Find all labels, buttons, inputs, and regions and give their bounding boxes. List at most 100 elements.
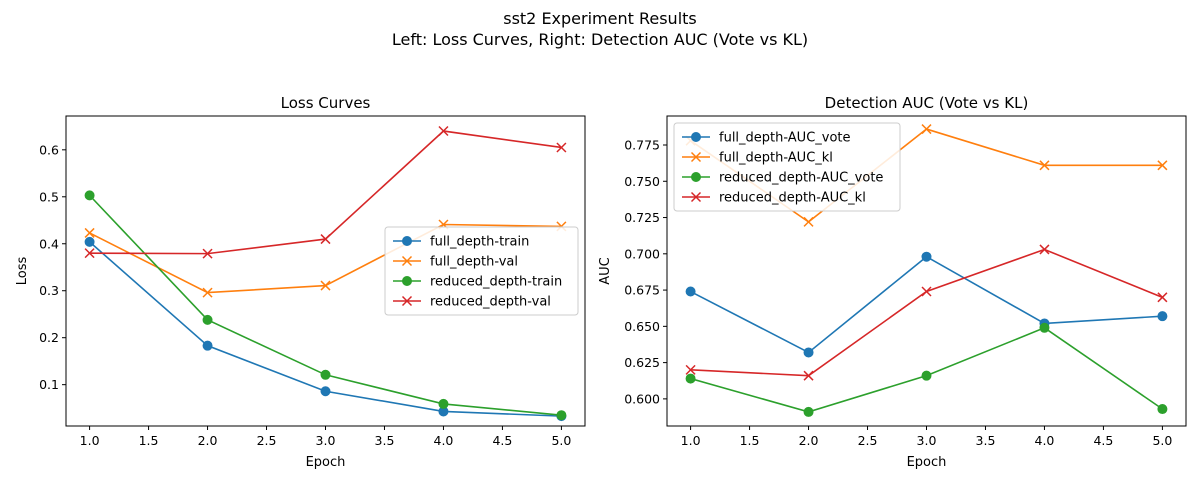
auc-ytick-label: 0.600: [624, 391, 660, 406]
data-point-reduced-depth-train: [84, 190, 95, 201]
loss-ytick-label: 0.2: [39, 330, 59, 345]
detection-auc-chart: Detection AUC (Vote vs KL) 1.0 1.5 2.0 2.5 3.…: [598, 94, 1187, 470]
legend-label-full-depth-val: full_depth-val: [430, 255, 518, 270]
legend-label-reduced-depth-auc-kl: reduced_depth-AUC_kl: [719, 191, 866, 206]
legend-entry-reduced-depth-auc-vote: reduced_depth-AUC_vote: [682, 171, 883, 186]
legend-entry-reduced-depth-auc-kl: reduced_depth-AUC_kl: [682, 191, 866, 206]
series-reduced-depth-val: [84, 125, 567, 259]
loss-xtick-label: 1.5: [139, 433, 159, 448]
data-point-reduced-depth-train: [202, 314, 213, 325]
data-point-reduced-depth-val: [320, 234, 331, 245]
auc-ylabel: AUC: [598, 257, 613, 285]
series-reduced-depth-auc-kl: [685, 244, 1168, 381]
data-point-reduced-depth-auc-vote: [921, 370, 932, 381]
loss-legend-box: [384, 226, 579, 316]
legend-label-full-depth-train: full_depth-train: [430, 235, 529, 250]
data-point-full-depth-val: [202, 287, 213, 298]
auc-xtick-label: 2.0: [799, 433, 819, 448]
series-line-reduced-depth-auc-kl: [690, 248, 1163, 377]
legend-label-reduced-depth-train: reduced_depth-train: [430, 275, 562, 290]
series-reduced-depth-train: [84, 190, 567, 421]
loss-xtick-label: 3.5: [375, 433, 395, 448]
data-point-reduced-depth-train: [320, 369, 331, 380]
data-point-full-depth-val: [84, 227, 95, 238]
auc-xlabel: Epoch: [907, 455, 947, 470]
auc-xtick-label: 4.0: [1035, 433, 1055, 448]
loss-xtick-label: 1.0: [80, 433, 100, 448]
auc-ytick-label: 0.775: [624, 138, 660, 153]
loss-xlabel: Epoch: [306, 455, 346, 470]
loss-xtick-label: 4.0: [434, 433, 454, 448]
suptitle-line-1: sst2 Experiment Results: [503, 9, 697, 28]
data-point-reduced-depth-val: [438, 125, 449, 137]
auc-xtick-label: 1.0: [681, 433, 701, 448]
data-point-reduced-depth-auc-kl: [1039, 244, 1050, 255]
data-point-full-depth-auc-vote: [685, 286, 696, 297]
loss-ytick-label: 0.4: [39, 236, 59, 251]
data-point-full-depth-val: [320, 280, 331, 291]
legend-label-full-depth-auc-vote: full_depth-AUC_vote: [719, 131, 851, 146]
loss-xtick-label: 5.0: [551, 433, 571, 448]
loss-ylabel: Loss: [15, 257, 30, 286]
legend-marker-full-depth-val: [401, 255, 413, 267]
loss-xtick-label: 3.0: [316, 433, 336, 448]
legend-label-reduced-depth-auc-vote: reduced_depth-AUC_vote: [719, 171, 883, 186]
data-point-reduced-depth-auc-vote: [1157, 404, 1168, 415]
auc-xtick-label: 1.5: [740, 433, 760, 448]
data-point-reduced-depth-auc-kl: [1157, 292, 1168, 303]
data-point-full-depth-auc-kl: [803, 216, 814, 227]
auc-legend: full_depth-AUC_vote full_depth-AUC_klredu…: [673, 122, 901, 212]
auc-ytick-label: 0.700: [624, 246, 660, 261]
auc-ytick-label: 0.625: [624, 355, 660, 370]
data-point-reduced-depth-auc-vote: [1039, 322, 1050, 333]
legend-entry-full-depth-val: full_depth-val: [393, 255, 518, 270]
data-point-full-depth-auc-vote: [803, 347, 814, 358]
legend-marker-full-depth-auc-vote: [691, 132, 701, 142]
auc-xtick-label: 2.5: [858, 433, 878, 448]
legend-marker-full-depth-auc-kl: [690, 151, 702, 163]
legend-marker-reduced-depth-val: [401, 295, 413, 307]
loss-chart-title: Loss Curves: [281, 94, 371, 112]
legend-entry-full-depth-auc-kl: full_depth-AUC_kl: [682, 151, 833, 166]
loss-ytick-label: 0.6: [39, 142, 59, 157]
legend-entry-full-depth-train: full_depth-train: [393, 235, 529, 250]
data-point-full-depth-auc-vote: [921, 251, 932, 262]
legend-marker-reduced-depth-auc-kl: [690, 191, 702, 203]
series-full-depth-val: [84, 219, 567, 298]
loss-legend: full_depth-train full_depth-val reduced_de…: [384, 226, 579, 316]
loss-ytick-label: 0.3: [39, 283, 59, 298]
data-point-reduced-depth-val: [84, 248, 95, 259]
data-point-reduced-depth-auc-vote: [685, 373, 696, 384]
legend-label-full-depth-auc-kl: full_depth-AUC_kl: [719, 151, 833, 166]
data-point-reduced-depth-auc-kl: [685, 364, 696, 375]
data-point-reduced-depth-auc-kl: [803, 370, 814, 381]
auc-ytick-label: 0.725: [624, 210, 660, 225]
data-point-reduced-depth-val: [556, 142, 567, 153]
legend-entry-reduced-depth-val: reduced_depth-val: [393, 295, 551, 310]
auc-ytick-label: 0.750: [624, 174, 660, 189]
loss-curves-chart: Loss Curves 1.0 1.5 2.0 2.5 3.0 3.5 4.0 4.5 5.0 0.…: [15, 94, 586, 470]
legend-marker-reduced-depth-auc-vote: [691, 172, 701, 182]
auc-xtick-label: 3.0: [917, 433, 937, 448]
data-point-reduced-depth-train: [556, 410, 567, 421]
auc-xtick-label: 5.0: [1152, 433, 1172, 448]
data-point-reduced-depth-auc-kl: [921, 286, 932, 297]
series-line-reduced-depth-auc-vote: [690, 326, 1163, 413]
auc-chart-title: Detection AUC (Vote vs KL): [825, 94, 1029, 112]
series-reduced-depth-auc-vote: [685, 322, 1168, 417]
data-point-full-depth-train: [320, 386, 331, 397]
data-point-full-depth-auc-kl: [921, 124, 932, 135]
legend-label-reduced-depth-val: reduced_depth-val: [430, 295, 551, 310]
legend-entry-full-depth-auc-vote: full_depth-AUC_vote: [682, 131, 851, 146]
auc-legend-box: [673, 122, 901, 212]
data-point-full-depth-auc-kl: [1039, 160, 1050, 171]
auc-ytick-label: 0.675: [624, 283, 660, 298]
legend-marker-reduced-depth-train: [402, 276, 412, 286]
data-point-full-depth-train: [202, 340, 213, 351]
legend-entry-reduced-depth-train: reduced_depth-train: [393, 275, 562, 290]
auc-xtick-label: 3.5: [976, 433, 996, 448]
auc-ytick-label: 0.650: [624, 319, 660, 334]
data-point-reduced-depth-auc-vote: [803, 406, 814, 417]
